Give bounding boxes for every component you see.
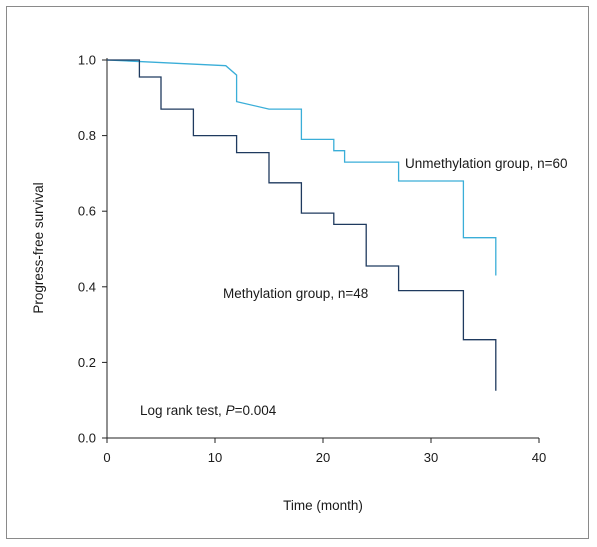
annotation-suffix: =0.004 — [235, 403, 277, 418]
y-tick-label: 0.6 — [78, 204, 96, 219]
y-tick-label: 0.8 — [78, 128, 96, 143]
y-tick-label: 0.4 — [78, 279, 96, 294]
methylation-series-line — [107, 59, 497, 391]
unmethylation-series-line — [106, 59, 497, 276]
series-label-methylation: Methylation group, n=48 — [223, 286, 368, 301]
y-tick-label: 0.2 — [78, 355, 96, 370]
log-rank-annotation: Log rank test, P=0.004 — [140, 403, 277, 418]
annotation-prefix: Log rank test, — [140, 403, 226, 418]
x-tick-label: 10 — [208, 450, 222, 465]
x-axis-label: Time (month) — [283, 498, 363, 513]
x-tick-label: 0 — [103, 450, 110, 465]
x-tick-label: 40 — [532, 450, 546, 465]
series-lines — [106, 59, 497, 391]
annotation-p: P — [226, 403, 235, 418]
chart-frame — [6, 6, 589, 539]
series-label-unmethylation: Unmethylation group, n=60 — [405, 156, 567, 171]
axes: 0 10 20 30 40 0.0 0.2 0.4 0.6 0.8 1.0 — [78, 53, 546, 466]
y-tick-label: 1.0 — [78, 53, 96, 68]
x-tick-label: 20 — [316, 450, 330, 465]
y-tick-label: 0.0 — [78, 431, 96, 446]
x-tick-label: 30 — [424, 450, 438, 465]
y-axis-label: Progress-free survival — [31, 182, 46, 313]
